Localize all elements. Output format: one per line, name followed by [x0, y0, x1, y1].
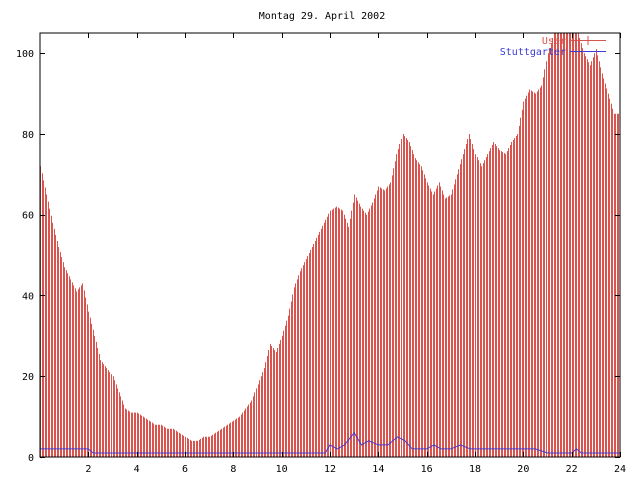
y-tick-label: 0: [28, 453, 34, 464]
x-tick-label: 16: [421, 464, 433, 475]
line-layer: [40, 431, 620, 454]
x-tick-label: 14: [372, 464, 384, 475]
legend-label: User: [542, 36, 566, 47]
x-tick-label: 12: [324, 464, 336, 475]
x-tick-label: 6: [182, 464, 188, 475]
y-tick-label: 40: [22, 291, 34, 302]
y-tick-label: 80: [22, 130, 34, 141]
x-tick-label: 8: [230, 464, 236, 475]
x-tick-label: 20: [517, 464, 529, 475]
x-tick-label: 10: [276, 464, 288, 475]
y-tick-label: 60: [22, 211, 34, 222]
stuttgarter-line: [40, 431, 620, 454]
x-axis: 2 4 6 8 10 12 14 16 18 20 22 24: [85, 33, 626, 475]
y-tick-label: 100: [16, 49, 34, 60]
bar-layer: [40, 33, 619, 457]
x-tick-label: 22: [566, 464, 578, 475]
x-tick-label: 18: [469, 464, 481, 475]
legend-label: Stuttgarter: [500, 47, 566, 58]
y-axis: 0 20 40 60 80 100: [16, 49, 620, 464]
x-tick-label: 2: [85, 464, 91, 475]
y-tick-label: 20: [22, 372, 34, 383]
chart-title: Montag 29. April 2002: [259, 11, 385, 22]
x-tick-label: 4: [134, 464, 140, 475]
x-tick-label: 24: [614, 464, 626, 475]
